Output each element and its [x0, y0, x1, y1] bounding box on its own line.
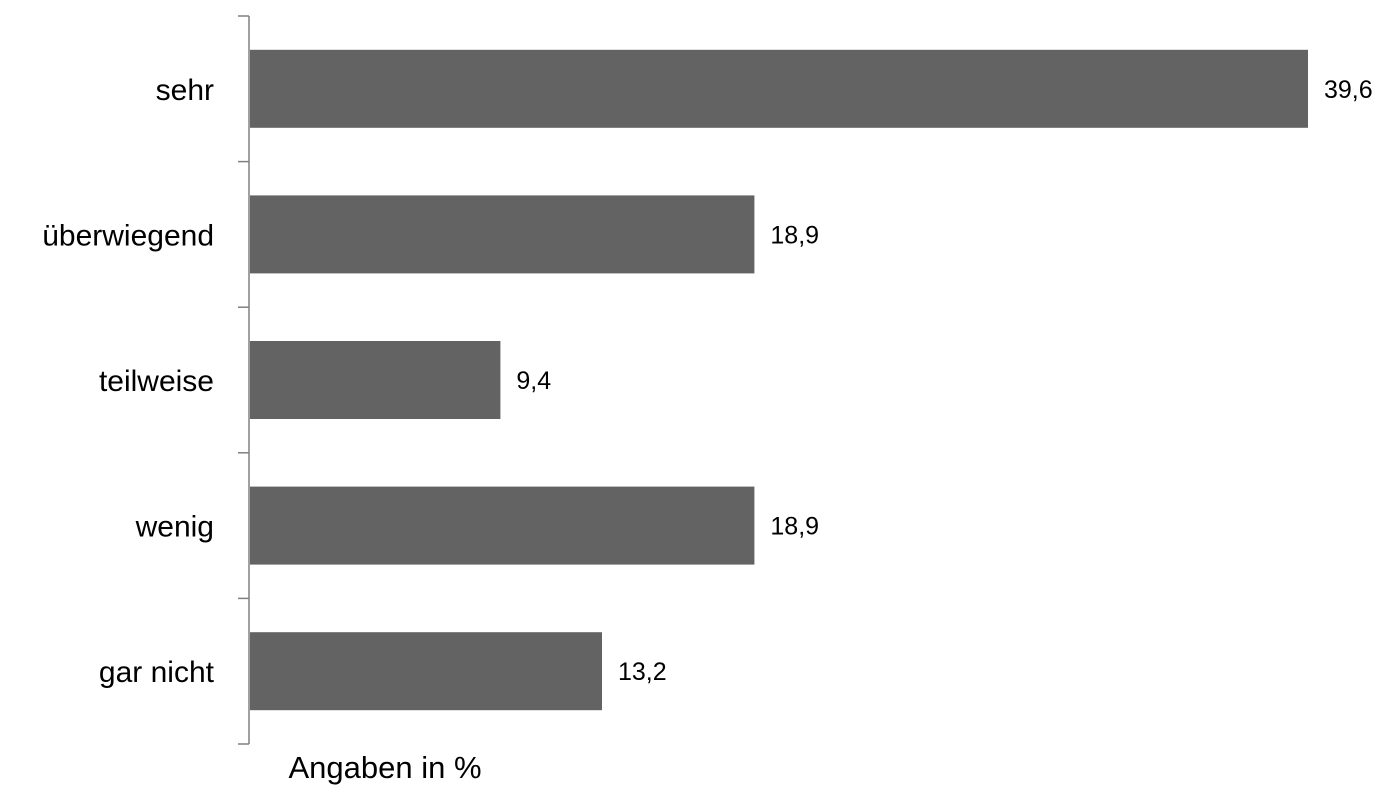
category-label: überwiegend: [42, 219, 214, 252]
bar-1: [250, 195, 755, 274]
value-label: 39,6: [1324, 76, 1373, 104]
category-label: gar nicht: [99, 656, 215, 689]
value-label: 13,2: [618, 658, 667, 686]
x-axis-title: Angaben in %: [288, 750, 481, 785]
value-label: 9,4: [516, 367, 551, 395]
bars-layer: [250, 49, 1308, 711]
value-label: 18,9: [770, 221, 819, 249]
bar-3: [250, 486, 755, 565]
bar-2: [250, 341, 501, 419]
category-label: teilweise: [99, 365, 214, 398]
category-label: wenig: [135, 511, 214, 544]
category-label: sehr: [156, 74, 214, 107]
axis-layer: [238, 15, 250, 745]
labels-layer: sehr 39,6 überwiegend 18,9 teilweise 9,4 wenig…: [42, 74, 1372, 689]
value-label: 18,9: [770, 513, 819, 541]
bar-0: [250, 49, 1308, 128]
bar-4: [250, 632, 602, 711]
